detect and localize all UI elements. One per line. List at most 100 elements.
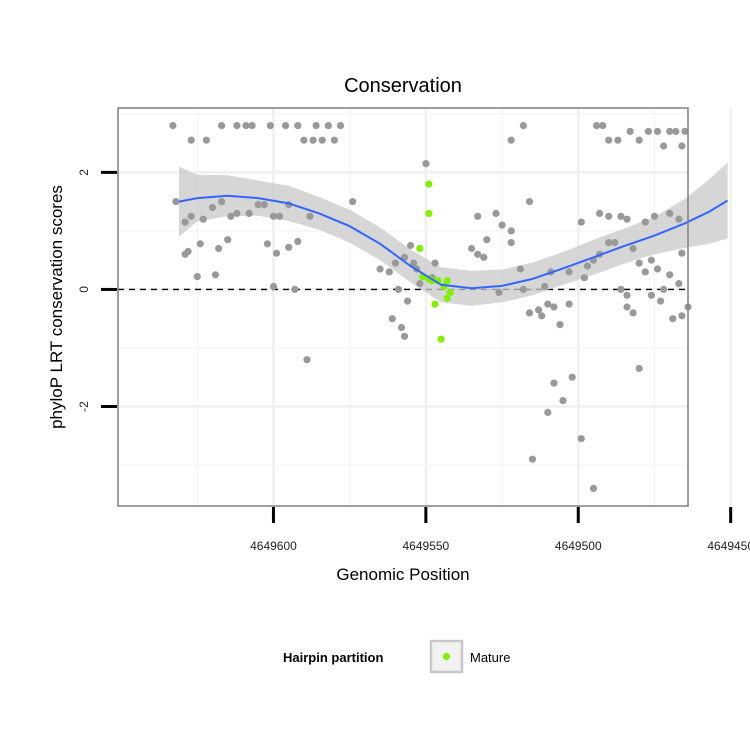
axis-ticks: 4649600 4649550 4649500 4649450 -2 0 2 <box>77 169 750 553</box>
data-point <box>233 209 241 217</box>
data-point <box>528 455 537 463</box>
mature-point <box>425 209 433 217</box>
data-point <box>605 239 613 247</box>
grid-lines <box>118 108 732 506</box>
data-point <box>669 315 677 323</box>
data-point <box>242 122 250 130</box>
data-point <box>215 244 223 253</box>
data-point <box>285 243 293 251</box>
data-point <box>248 122 256 130</box>
data-point <box>675 280 683 288</box>
data-point <box>276 212 284 220</box>
data-point <box>498 221 506 229</box>
mature-point <box>416 244 424 253</box>
data-point <box>519 122 528 130</box>
data-point <box>324 122 332 130</box>
legend: Hairpin partition Mature <box>283 639 510 674</box>
data-point <box>580 274 589 282</box>
confidence-ribbon <box>179 162 728 306</box>
data-point <box>544 408 552 416</box>
data-point <box>596 209 604 217</box>
data-point <box>653 127 662 135</box>
data-point <box>394 285 402 293</box>
x-axis-title: Genomic Position <box>336 565 469 584</box>
data-point <box>635 136 643 144</box>
legend-title: Hairpin partition <box>283 650 383 665</box>
data-point <box>397 323 406 332</box>
data-point <box>407 241 415 250</box>
data-point <box>263 240 271 248</box>
data-point <box>647 291 656 299</box>
points-mature <box>416 180 454 343</box>
data-point <box>623 215 631 223</box>
data-point <box>400 332 409 340</box>
data-point <box>260 201 268 209</box>
data-point <box>644 127 653 135</box>
data-point <box>330 136 338 144</box>
data-point <box>294 122 302 130</box>
data-point <box>525 309 534 317</box>
data-point <box>291 285 299 293</box>
data-point <box>480 253 488 261</box>
data-point <box>349 198 357 206</box>
data-point <box>309 136 317 144</box>
data-point <box>306 212 314 220</box>
y-tick-label: 2 <box>77 169 91 176</box>
data-point <box>410 259 418 267</box>
data-point <box>550 303 558 311</box>
data-point <box>535 306 543 314</box>
data-point <box>629 309 637 317</box>
data-point <box>388 315 396 323</box>
data-point <box>208 203 217 212</box>
data-point <box>507 227 515 235</box>
mature-point <box>443 294 451 302</box>
data-point <box>385 268 393 276</box>
data-point <box>227 212 235 220</box>
y-tick-label: 0 <box>77 286 91 293</box>
data-point <box>565 268 573 276</box>
mature-point <box>437 335 445 343</box>
data-point <box>605 212 613 220</box>
data-point <box>187 212 195 220</box>
data-point <box>577 435 585 443</box>
data-point <box>254 201 262 209</box>
data-point <box>233 122 241 130</box>
data-point <box>626 127 634 135</box>
data-point <box>653 265 662 273</box>
data-point <box>474 250 482 258</box>
data-point <box>300 136 308 144</box>
data-point <box>294 237 302 245</box>
chart-title: Conservation <box>344 75 462 97</box>
data-point <box>556 321 564 329</box>
data-point <box>474 212 482 220</box>
data-point <box>184 247 192 255</box>
data-point <box>635 259 643 267</box>
data-point <box>266 122 274 130</box>
data-point <box>404 297 412 305</box>
data-point <box>623 303 631 311</box>
data-point <box>678 249 686 257</box>
data-point <box>272 249 281 257</box>
x-tick-label: 4649600 <box>250 539 297 553</box>
data-point <box>635 364 643 373</box>
data-point <box>516 265 525 273</box>
data-point <box>678 312 686 320</box>
data-point <box>336 122 345 130</box>
data-point <box>678 142 686 150</box>
data-point <box>282 122 290 130</box>
data-point <box>245 209 253 217</box>
legend-key <box>429 639 464 674</box>
data-point <box>617 285 625 293</box>
data-point <box>641 218 649 226</box>
data-point <box>666 271 674 279</box>
x-tick-label: 4649500 <box>555 539 602 553</box>
data-point <box>611 239 619 247</box>
data-point <box>641 268 649 276</box>
data-point <box>495 288 503 296</box>
data-point <box>666 209 674 217</box>
data-point <box>544 300 552 308</box>
data-point <box>202 136 210 144</box>
data-point <box>623 291 631 299</box>
data-point <box>507 239 515 247</box>
